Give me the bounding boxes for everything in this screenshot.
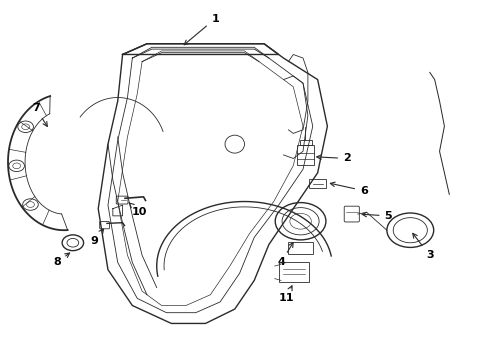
Text: 1: 1 <box>184 14 219 45</box>
Text: 9: 9 <box>90 229 103 246</box>
Text: 7: 7 <box>32 103 47 126</box>
Text: 6: 6 <box>330 182 367 196</box>
Text: 5: 5 <box>362 211 391 221</box>
Text: 11: 11 <box>278 286 293 303</box>
Text: 10: 10 <box>129 203 147 217</box>
Text: 2: 2 <box>316 153 350 163</box>
Text: 4: 4 <box>277 243 292 267</box>
Polygon shape <box>122 44 278 54</box>
Text: 3: 3 <box>412 233 433 260</box>
Text: 8: 8 <box>53 253 69 267</box>
